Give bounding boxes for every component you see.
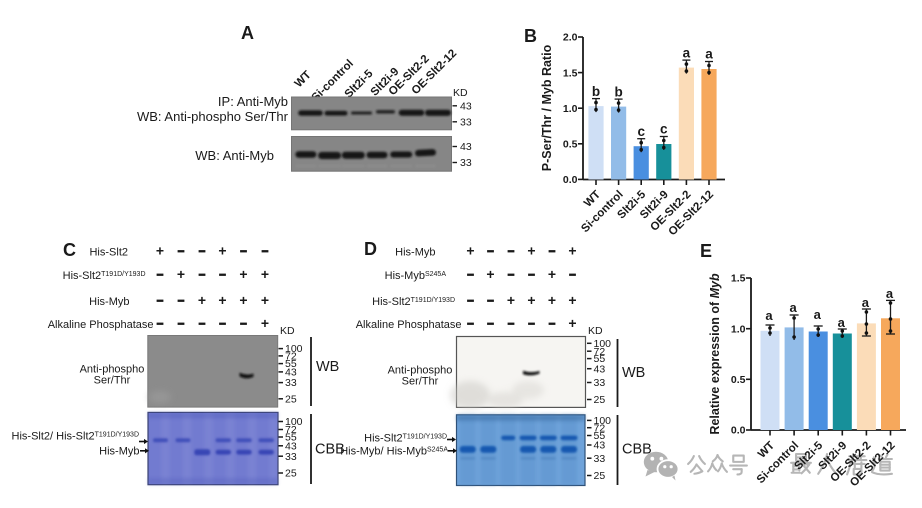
svg-text:100: 100 (594, 415, 612, 427)
svg-text:Anti-phospho: Anti-phospho (80, 364, 145, 376)
svg-text:0.5: 0.5 (563, 139, 578, 151)
svg-text:a: a (705, 47, 713, 62)
svg-text:33: 33 (460, 157, 472, 169)
svg-text:+: + (548, 266, 556, 282)
svg-text:25: 25 (285, 393, 297, 405)
svg-text:+: + (177, 266, 185, 282)
svg-text:D: D (364, 239, 377, 259)
svg-text:b: b (592, 84, 600, 99)
svg-text:25: 25 (594, 470, 606, 482)
svg-text:+: + (486, 266, 494, 282)
svg-text:WB: Anti-phospho Ser/Thr: WB: Anti-phospho Ser/Thr (137, 109, 289, 124)
svg-text:+: + (156, 243, 164, 259)
svg-text:2.0: 2.0 (563, 32, 578, 44)
svg-text:+: + (568, 315, 576, 331)
svg-text:P-Ser/Thr / Myb Ratio: P-Ser/Thr / Myb Ratio (540, 44, 554, 171)
svg-text:Alkaline Phosphatase: Alkaline Phosphatase (356, 319, 462, 331)
svg-text:43: 43 (460, 101, 472, 113)
svg-text:+: + (218, 243, 226, 259)
svg-text:0.5: 0.5 (731, 374, 746, 386)
svg-text:a: a (683, 45, 691, 60)
svg-text:0.0: 0.0 (563, 174, 578, 186)
svg-text:1.5: 1.5 (563, 67, 578, 79)
svg-text:+: + (466, 243, 474, 259)
svg-text:A: A (241, 23, 254, 43)
svg-text:+: + (527, 292, 535, 308)
svg-text:1.0: 1.0 (563, 103, 578, 115)
svg-text:43: 43 (594, 440, 606, 452)
svg-text:KD: KD (453, 87, 468, 99)
svg-text:100: 100 (594, 338, 612, 350)
svg-text:+: + (261, 292, 269, 308)
svg-text:+: + (198, 292, 206, 308)
svg-text:B: B (524, 26, 537, 46)
svg-text:CBB: CBB (622, 442, 652, 458)
svg-text:1.5: 1.5 (731, 273, 746, 285)
svg-text:+: + (239, 292, 247, 308)
svg-text:72: 72 (594, 346, 606, 358)
svg-text:43: 43 (285, 440, 297, 452)
svg-text:His-Myb: His-Myb (89, 296, 129, 308)
svg-text:43: 43 (594, 363, 606, 375)
svg-text:55: 55 (285, 432, 297, 444)
svg-text:IP: Anti-Myb: IP: Anti-Myb (218, 94, 288, 109)
svg-text:33: 33 (285, 377, 297, 389)
svg-text:+: + (261, 266, 269, 282)
svg-text:WB: WB (316, 359, 339, 375)
svg-text:100: 100 (285, 343, 303, 355)
svg-text:+: + (261, 315, 269, 331)
svg-text:72: 72 (285, 424, 297, 436)
svg-text:KD: KD (280, 325, 295, 337)
svg-text:CBB: CBB (315, 442, 345, 458)
svg-text:1.0: 1.0 (731, 323, 746, 335)
svg-text:a: a (814, 307, 822, 322)
svg-text:a: a (838, 315, 846, 330)
svg-text:His-Myb/ His-MybS245A: His-Myb/ His-MybS245A (340, 446, 448, 458)
svg-text:b: b (614, 84, 622, 99)
svg-text:a: a (886, 286, 894, 301)
svg-text:His-Myb: His-Myb (395, 247, 435, 259)
svg-text:33: 33 (594, 453, 606, 465)
svg-text:55: 55 (594, 430, 606, 442)
svg-text:33: 33 (285, 451, 297, 463)
svg-text:Ser/Thr: Ser/Thr (94, 375, 131, 387)
svg-text:c: c (637, 124, 645, 139)
svg-text:25: 25 (594, 394, 606, 406)
svg-text:Ser/Thr: Ser/Thr (402, 376, 439, 388)
svg-text:WB: WB (622, 365, 645, 381)
svg-text:+: + (507, 292, 515, 308)
svg-text:+: + (239, 266, 247, 282)
svg-text:c: c (660, 122, 668, 137)
svg-text:a: a (765, 308, 773, 323)
svg-text:a: a (789, 300, 797, 315)
svg-text:55: 55 (285, 358, 297, 370)
svg-text:Relative expression of Myb: Relative expression of Myb (708, 273, 722, 435)
svg-text:43: 43 (460, 141, 472, 153)
svg-text:25: 25 (285, 468, 297, 480)
svg-text:+: + (527, 243, 535, 259)
svg-text:33: 33 (594, 377, 606, 389)
svg-text:55: 55 (594, 353, 606, 365)
svg-text:43: 43 (285, 367, 297, 379)
svg-text:His-Slt2: His-Slt2 (89, 247, 128, 259)
svg-text:72: 72 (594, 422, 606, 434)
svg-text:0.0: 0.0 (731, 425, 746, 437)
svg-text:+: + (568, 243, 576, 259)
svg-text:100: 100 (285, 416, 303, 428)
svg-text:a: a (862, 295, 870, 310)
svg-text:+: + (568, 292, 576, 308)
svg-text:Anti-phospho: Anti-phospho (388, 365, 453, 377)
svg-text:+: + (218, 292, 226, 308)
svg-text:+: + (548, 292, 556, 308)
svg-text:KD: KD (588, 325, 603, 337)
svg-text:His-Myb: His-Myb (99, 446, 139, 458)
svg-text:E: E (700, 241, 712, 261)
svg-text:Alkaline Phosphatase: Alkaline Phosphatase (48, 319, 154, 331)
svg-text:72: 72 (285, 351, 297, 363)
svg-text:WB: Anti-Myb: WB: Anti-Myb (195, 148, 274, 163)
svg-text:33: 33 (460, 117, 472, 129)
svg-text:C: C (63, 240, 76, 260)
